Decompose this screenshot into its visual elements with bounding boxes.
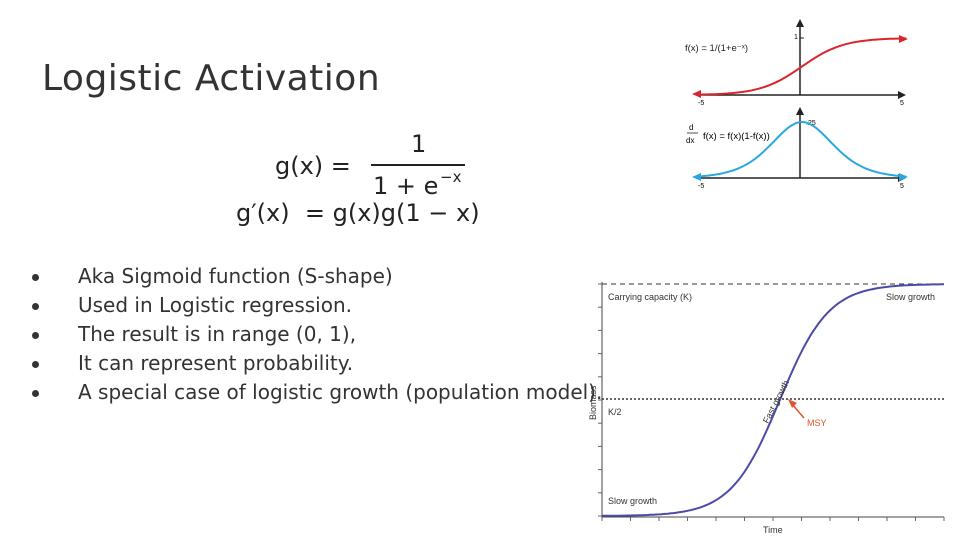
derivative-label-dx: dx (686, 136, 694, 145)
growth-y-ticks (598, 283, 602, 517)
bullet-dot (32, 274, 39, 281)
sigmoid-x-arrow (898, 91, 906, 99)
sigmoid-curve (698, 37, 906, 96)
time-axis-label: Time (763, 525, 783, 535)
bullet-dot (32, 303, 39, 310)
logistic-growth-diagram: Carrying capacity (K) Slow growth Fast g… (588, 282, 945, 535)
growth-x-ticks (601, 517, 945, 521)
carrying-capacity-label: Carrying capacity (K) (608, 292, 692, 302)
derivative-formula: g′(x) = g(x)g(1 − x) (236, 199, 480, 227)
biomass-axis-label: Biomass (588, 385, 598, 420)
formula-denominator: 1 + e (373, 172, 439, 200)
sigmoid-diagram: 1 -5 5 f(x) = 1/(1+e⁻ˣ) .25 -5 5 d dx f(… (685, 19, 908, 190)
derivative-x-min: -5 (698, 183, 704, 190)
derivative-curve-arrow-right (899, 173, 908, 181)
sigmoid-curve-arrow-right (899, 35, 908, 43)
formula-lhs: g(x) = (275, 152, 351, 180)
msy-arrow-line (791, 403, 805, 419)
half-capacity-label: K/2 (608, 407, 622, 417)
bullet-item: It can represent probability. (32, 349, 602, 378)
sigmoid-x-max: 5 (900, 100, 904, 107)
bullet-list: Aka Sigmoid function (S-shape) Used in L… (32, 262, 602, 407)
derivative-curve (697, 120, 907, 178)
derivative-x-max: 5 (900, 183, 904, 190)
derivative-curve-arrow-left (692, 173, 701, 181)
sigmoid-curve-arrow-left (692, 90, 701, 98)
slow-growth-bottom-label: Slow growth (608, 496, 657, 506)
msy-arrow-head (788, 399, 797, 408)
derivative-label-d: d (689, 123, 693, 132)
derivative-label: f(x) = f(x)(1-f(x)) (703, 131, 770, 142)
bullet-item: Aka Sigmoid function (S-shape) (32, 262, 602, 291)
fast-growth-label: Fast growth (761, 378, 791, 424)
slow-growth-top-label: Slow growth (886, 292, 935, 302)
bullet-dot (32, 332, 39, 339)
formula-exponent: −x (440, 168, 462, 186)
bullet-dot (32, 390, 39, 397)
msy-label: MSY (807, 418, 827, 428)
derivative-y-arrow (796, 107, 804, 115)
bullet-item: Used in Logistic regression. (32, 291, 602, 320)
sigmoid-y-tick: 1 (794, 34, 798, 41)
bullet-item: The result is in range (0, 1), (32, 320, 602, 349)
logistic-growth-curve (602, 283, 944, 517)
bullet-item: A special case of logistic growth (popul… (32, 378, 602, 407)
sigmoid-label: f(x) = 1/(1+e⁻ˣ) (685, 43, 748, 54)
slide-title: Logistic Activation (42, 58, 381, 99)
sigmoid-x-min: -5 (698, 100, 704, 107)
bullet-dot (32, 361, 39, 368)
fraction-bar (371, 164, 465, 166)
formula-numerator: 1 (411, 130, 427, 158)
sigmoid-y-arrow (796, 19, 804, 27)
